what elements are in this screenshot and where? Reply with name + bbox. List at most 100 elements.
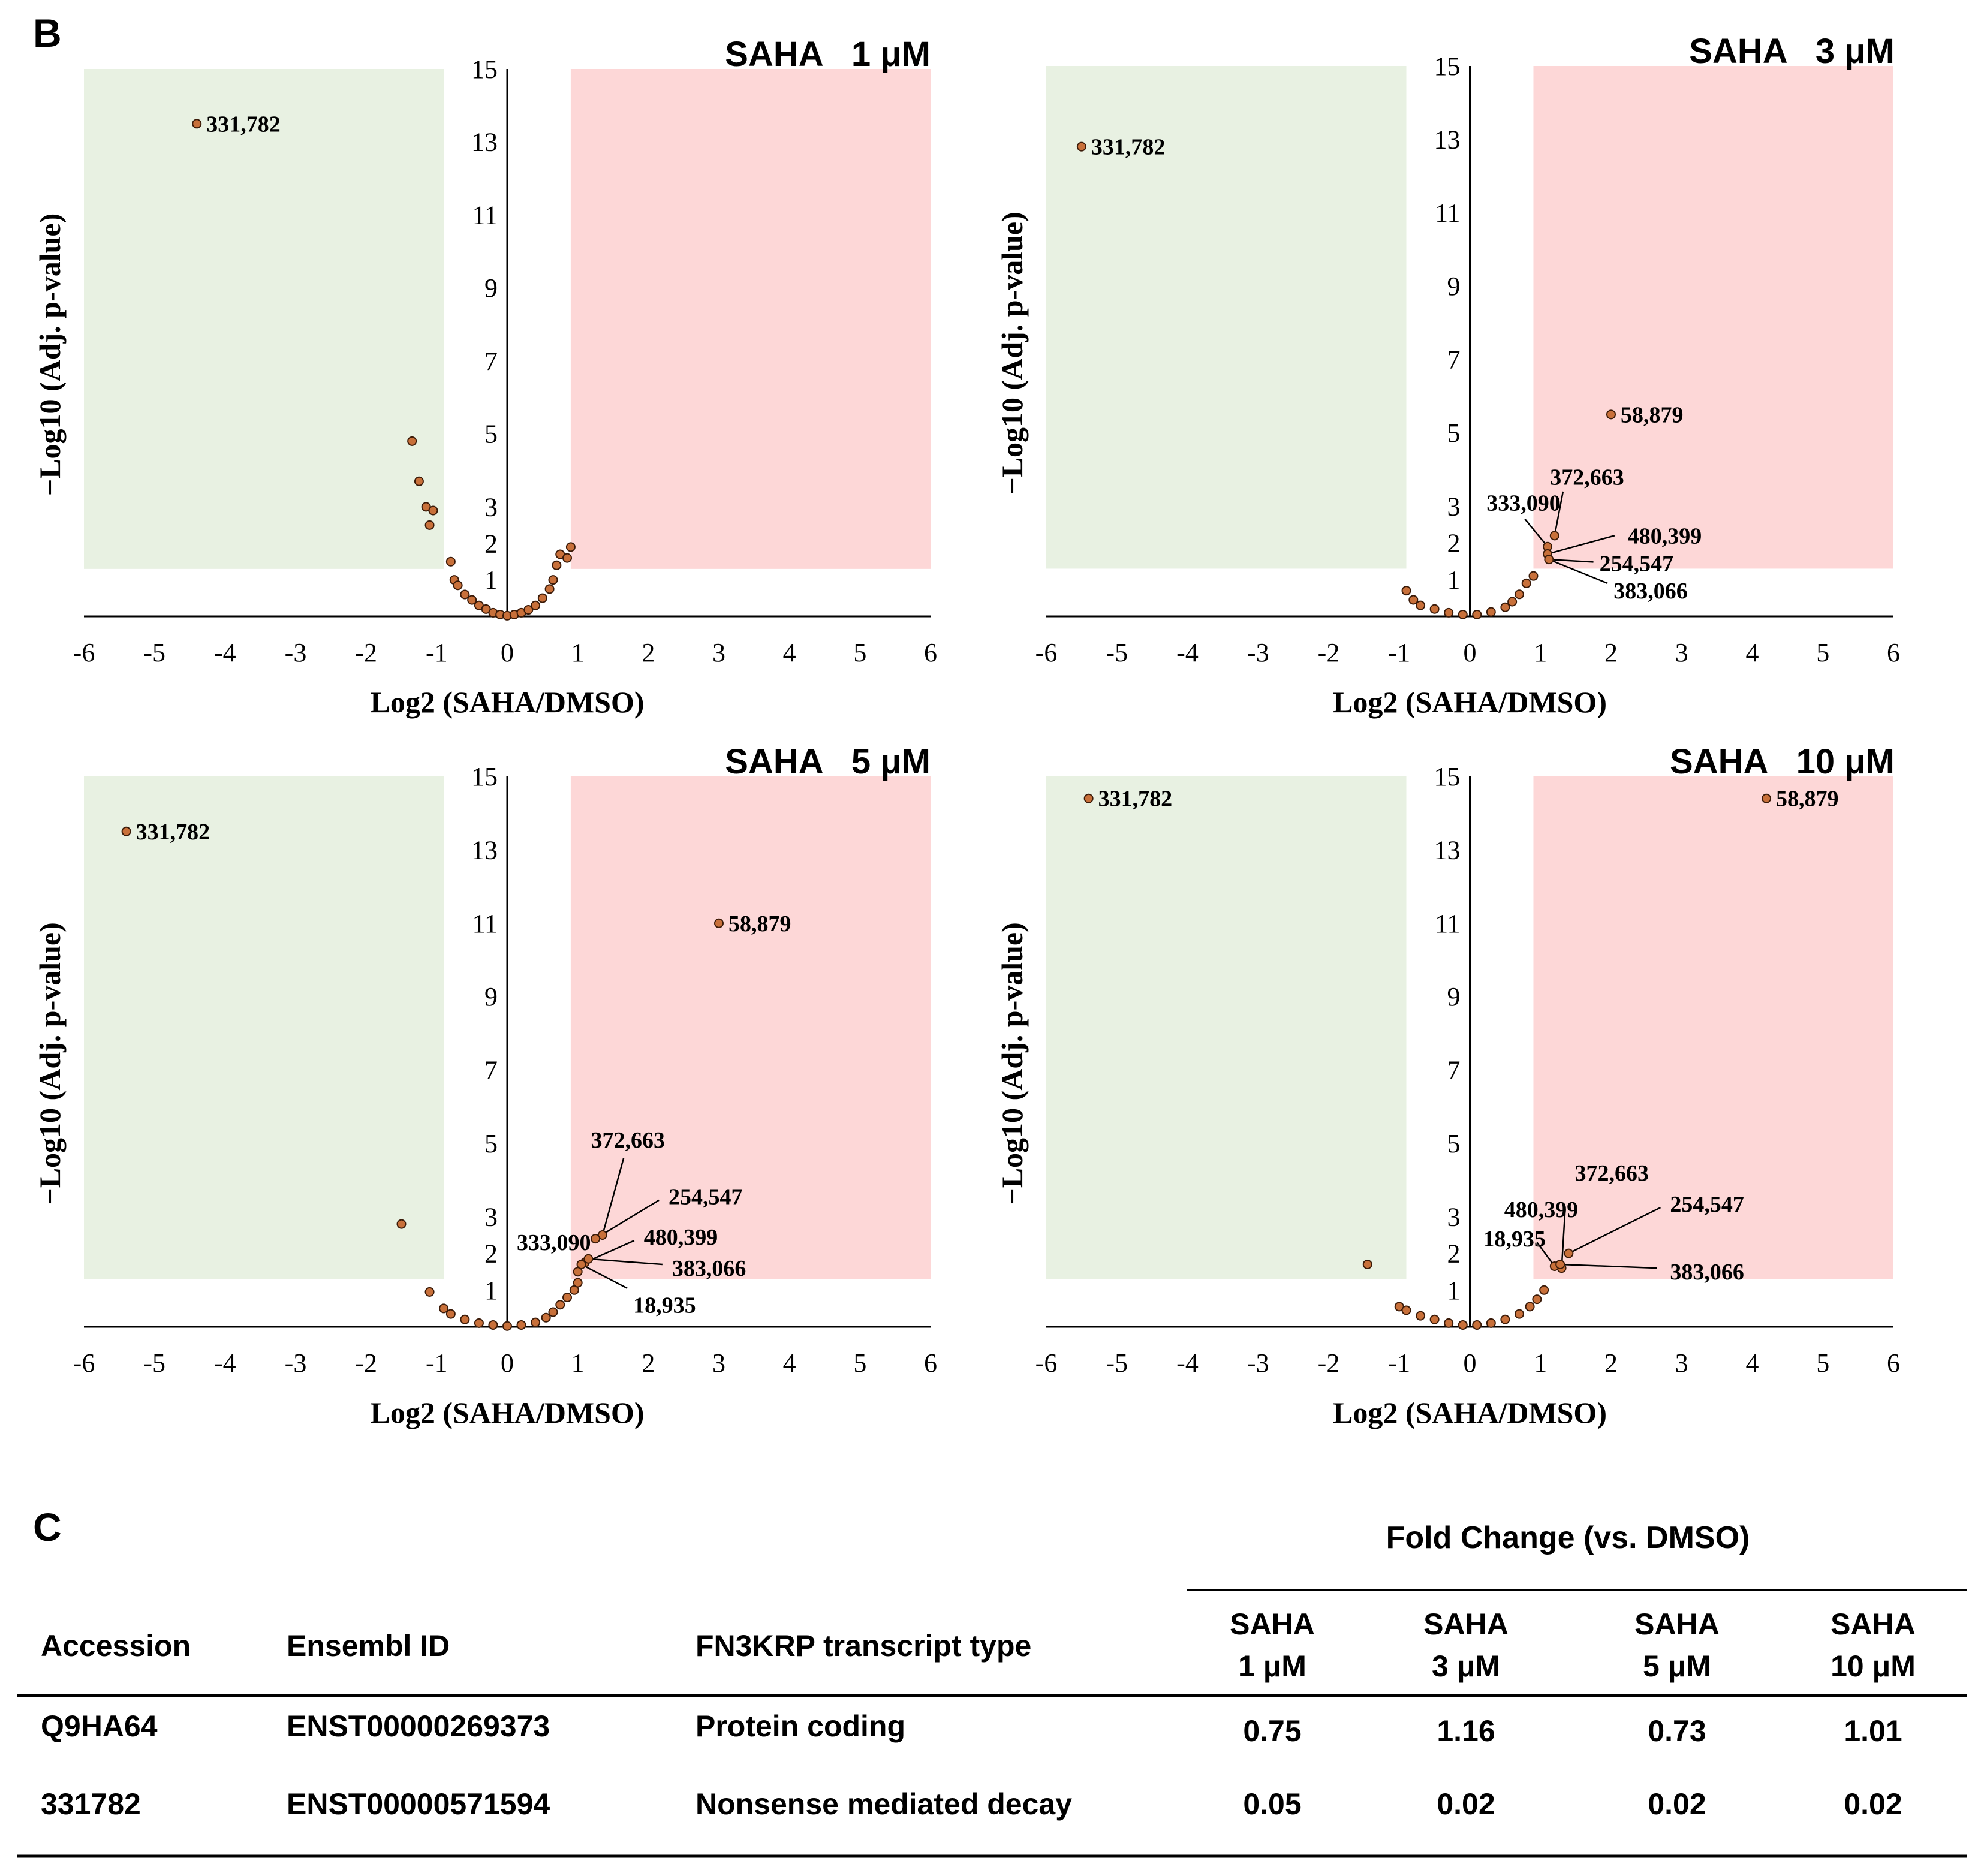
y-tick-label: 2 [1447,529,1461,558]
header-saha-3um-line1: SAHA [1423,1607,1509,1641]
x-tick-label: 4 [783,638,796,667]
x-tick-label: 4 [1746,638,1759,667]
data-point [1521,578,1531,588]
label-leader-line [1568,1206,1661,1254]
x-tick-label: -4 [1176,638,1199,667]
data-point [445,1309,456,1319]
label-leader-line [1560,1263,1657,1269]
x-tick-label: 0 [501,1348,514,1378]
y-tick-label: 9 [484,982,498,1011]
y-tick-label: 3 [1447,1202,1461,1231]
data-point [460,1314,470,1324]
data-point [424,520,435,530]
data-point [541,1312,551,1323]
point-label: 58,879 [728,911,791,937]
plot-title: SAHA 1 μM [725,35,931,74]
label-leader-line [1561,1209,1566,1269]
y-tick-label: 2 [1447,1239,1461,1269]
data-point [531,600,541,610]
data-point [192,119,202,129]
data-point [1507,597,1518,607]
data-point [714,918,724,928]
data-point [1532,1294,1542,1305]
label-leader-line [1549,558,1594,563]
upregulated-region [570,776,931,1279]
row-1-fc-1um: 0.75 [1243,1714,1301,1748]
x-tick-label: -6 [1035,638,1058,667]
data-point [467,595,477,605]
data-point [1472,609,1482,619]
x-axis-title: Log2 (SAHA/DMSO) [1333,1396,1607,1429]
y-tick-label: 5 [484,420,498,449]
point-label: 331,782 [136,820,210,845]
point-label: 383,066 [1613,579,1688,604]
y-axis-title: −Log10 (Adj. p-value) [33,213,67,496]
data-point [591,1234,601,1244]
x-tick-label: -1 [426,638,448,667]
x-tick-label: 1 [1534,1348,1547,1378]
y-tick-label: 15 [1434,762,1461,791]
point-label: 372,663 [1550,465,1624,490]
data-point [1514,589,1524,600]
point-label: 254,547 [1670,1192,1744,1217]
data-point [1500,602,1510,612]
data-point [1472,1320,1482,1330]
data-point [565,542,576,552]
data-point [407,436,417,446]
data-point [531,1317,541,1327]
row-2-fc-3um: 0.02 [1437,1787,1495,1821]
y-tick-label: 9 [1447,982,1461,1011]
header-saha-1um-line1: SAHA [1230,1607,1315,1641]
point-label: 383,066 [1670,1260,1744,1285]
label-leader-line [580,1263,628,1289]
data-point [552,560,562,570]
downregulated-region [84,776,444,1279]
x-tick-label: 2 [1604,1348,1618,1378]
label-leader-line [1536,1242,1555,1267]
x-tick-label: 0 [1464,638,1477,667]
data-point [544,584,555,594]
data-point [516,1320,526,1330]
data-point [1555,1259,1565,1269]
x-tick-label: -5 [143,638,165,667]
header-saha-3um-line2: 3 μM [1432,1649,1500,1683]
x-tick-label: 2 [1604,638,1618,667]
data-point [1083,793,1094,803]
x-tick-label: -5 [1106,638,1128,667]
header-saha-1um-line2: 1 μM [1238,1649,1306,1683]
y-tick-label: 11 [472,909,498,938]
data-point [1444,607,1454,618]
data-point [1544,555,1554,565]
data-point [424,1287,435,1297]
data-point [1539,1285,1549,1295]
data-point [1486,1318,1496,1328]
x-tick-label: 1 [571,1348,585,1378]
label-leader-line [1547,535,1615,555]
x-tick-label: -5 [143,1348,165,1378]
y-tick-label: 11 [472,200,498,230]
y-tick-label: 15 [471,55,498,84]
point-label: 372,663 [591,1128,666,1153]
data-point [1525,1302,1535,1312]
data-point [414,476,424,486]
row-1-fc-10um: 1.01 [1844,1714,1902,1748]
row-2-accession: 331782 [41,1787,141,1821]
row-1-fc-3um: 1.16 [1437,1714,1495,1748]
y-axis-title: −Log10 (Adj. p-value) [33,922,67,1205]
point-label: 480,399 [644,1225,718,1250]
plot-title: SAHA 5 μM [725,742,931,781]
data-point [1401,586,1411,596]
data-point [1514,1309,1524,1319]
x-tick-label: 0 [1464,1348,1477,1378]
data-point [121,826,131,836]
point-label: 331,782 [206,112,281,137]
data-point [573,1278,583,1288]
y-tick-label: 1 [1447,565,1461,595]
y-tick-label: 13 [471,835,498,865]
point-label: 18,935 [633,1293,696,1318]
x-tick-label: 5 [853,638,866,667]
y-tick-label: 7 [484,1056,498,1085]
x-tick-label: -3 [285,638,307,667]
data-point [548,575,558,585]
